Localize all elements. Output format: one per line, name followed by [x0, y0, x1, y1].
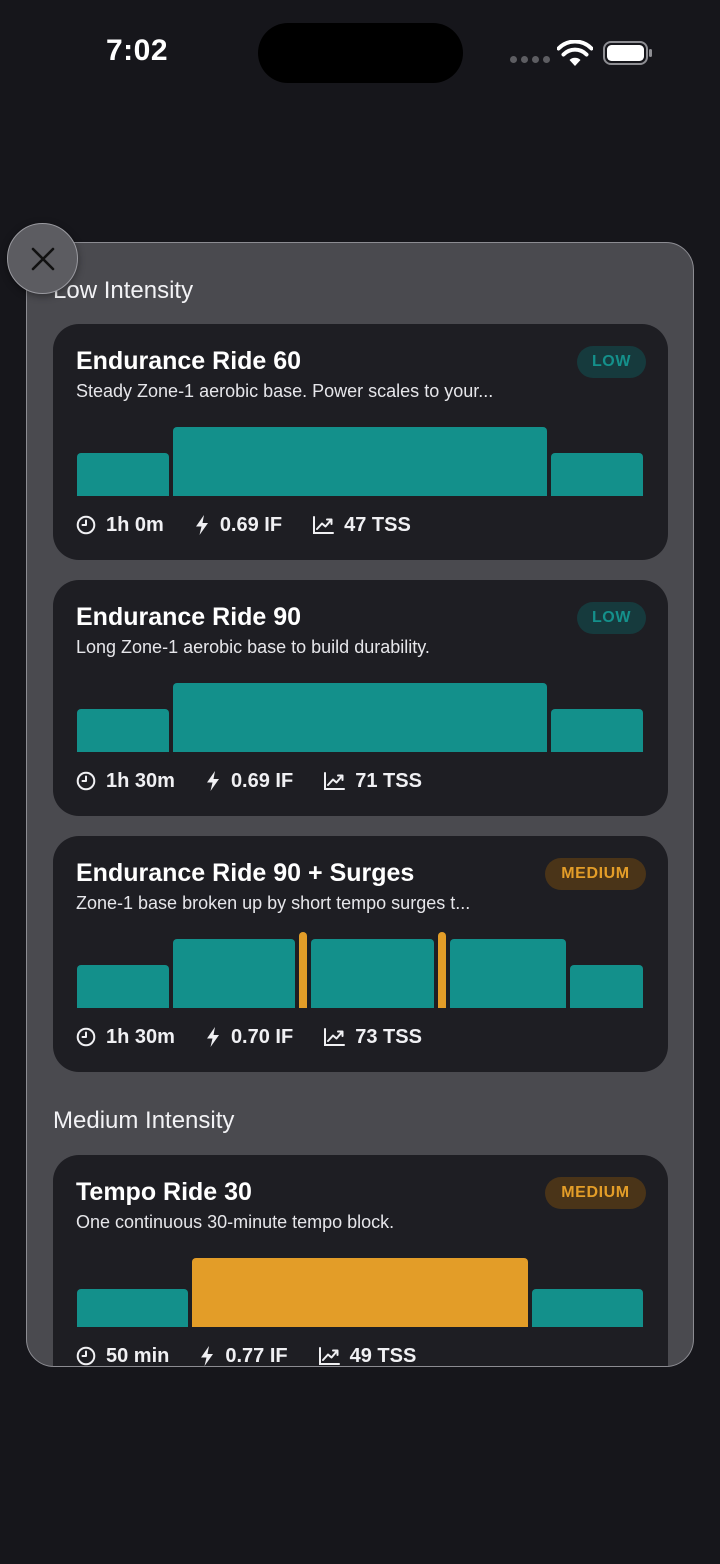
workout-card-endurance-60[interactable]: Endurance Ride 60 Steady Zone-1 aerobic b…	[53, 324, 668, 560]
if-value: 0.70 IF	[230, 1025, 294, 1048]
workout-title: Endurance Ride 90	[76, 603, 302, 631]
stat-tss: 73 TSS	[323, 1026, 422, 1049]
stat-tss: 47 TSS	[312, 514, 411, 537]
workout-title: Endurance Ride 60	[76, 347, 302, 375]
stat-duration: 1h 30m	[76, 1026, 175, 1049]
clock-icon	[76, 1346, 96, 1366]
clock-icon	[76, 1027, 96, 1047]
profile-segment-low	[570, 965, 643, 1008]
stat-tss: 49 TSS	[318, 1344, 417, 1367]
profile-segment-low	[551, 453, 643, 496]
workout-card-endurance-90[interactable]: Endurance Ride 90 Long Zone-1 aerobic bas…	[53, 580, 668, 816]
stat-duration: 1h 30m	[76, 770, 175, 793]
trend-chart-icon	[313, 516, 335, 534]
intensity-badge: MEDIUM	[545, 1177, 646, 1209]
power-profile-chart	[77, 932, 643, 1008]
workout-title: Endurance Ride 90 + Surges	[76, 859, 415, 887]
profile-segment-tempo	[437, 932, 446, 1008]
trend-chart-icon	[318, 1347, 340, 1365]
workout-description: Steady Zone-1 aerobic base. Power scales…	[76, 381, 494, 401]
profile-segment-low	[77, 965, 169, 1008]
if-value: 0.69 IF	[219, 513, 283, 536]
tss-value: 49 TSS	[349, 1344, 417, 1367]
duration-value: 1h 30m	[106, 769, 175, 792]
stat-tss: 71 TSS	[323, 770, 422, 793]
battery-icon	[603, 41, 652, 65]
trend-chart-icon	[324, 772, 346, 790]
trend-chart-icon	[324, 1028, 346, 1046]
profile-segment-tempo	[191, 1257, 529, 1327]
intensity-badge: MEDIUM	[545, 858, 646, 890]
profile-segment-low	[172, 938, 296, 1008]
section-title-medium-intensity: Medium Intensity	[53, 1107, 235, 1134]
duration-value: 1h 30m	[106, 1025, 175, 1048]
profile-segment-low	[551, 709, 643, 752]
intensity-badge: LOW	[577, 346, 646, 378]
stat-intensity-factor: 0.70 IF	[205, 1026, 293, 1049]
profile-segment-low	[77, 709, 169, 752]
tss-value: 71 TSS	[355, 769, 422, 792]
section-title-low-intensity: Low Intensity	[53, 277, 194, 304]
duration-value: 1h 0m	[106, 513, 164, 536]
profile-segment-low	[532, 1289, 643, 1327]
workout-stats-row: 50 min 0.77 IF 49 TSS	[76, 1344, 446, 1367]
bolt-icon	[206, 771, 219, 791]
bolt-icon	[195, 515, 208, 535]
close-button[interactable]	[7, 223, 78, 294]
workout-stats-row: 1h 30m 0.69 IF 71 TSS	[76, 769, 452, 793]
if-value: 0.69 IF	[230, 769, 294, 792]
status-bar: 7:02	[0, 0, 720, 110]
intensity-badge: LOW	[577, 602, 646, 634]
stat-intensity-factor: 0.77 IF	[199, 1344, 288, 1367]
bolt-icon	[206, 1027, 219, 1047]
dynamic-island	[258, 23, 463, 83]
profile-segment-low	[449, 938, 567, 1008]
status-time: 7:02	[106, 34, 169, 67]
duration-value: 50 min	[106, 1344, 170, 1367]
workout-description: Zone-1 base broken up by short tempo sur…	[76, 893, 471, 913]
workout-description: One continuous 30-minute tempo block.	[76, 1212, 395, 1232]
power-profile-chart	[77, 676, 643, 752]
workout-description: Long Zone-1 aerobic base to build durabi…	[76, 637, 430, 657]
stat-intensity-factor: 0.69 IF	[194, 514, 282, 537]
profile-segment-low	[77, 1289, 188, 1327]
profile-segment-tempo	[299, 932, 308, 1008]
workout-card-tempo-30[interactable]: Tempo Ride 30 One continuous 30-minute te…	[53, 1155, 668, 1367]
workout-title: Tempo Ride 30	[76, 1178, 252, 1206]
workout-card-endurance-90-surges[interactable]: Endurance Ride 90 + Surges Zone-1 base br…	[53, 836, 668, 1072]
close-icon	[31, 247, 54, 270]
cellular-signal-icon	[510, 56, 550, 63]
stat-duration: 50 min	[76, 1344, 170, 1367]
profile-segment-low	[77, 453, 169, 496]
workout-stats-row: 1h 30m 0.70 IF 73 TSS	[76, 1025, 452, 1049]
if-value: 0.77 IF	[225, 1344, 288, 1367]
clock-icon	[76, 771, 96, 791]
clock-icon	[76, 515, 96, 535]
power-profile-chart	[77, 420, 643, 496]
workout-stats-row: 1h 0m 0.69 IF 47 TSS	[76, 513, 441, 537]
stat-intensity-factor: 0.69 IF	[205, 770, 293, 793]
profile-segment-low	[172, 682, 548, 752]
profile-segment-low	[311, 938, 434, 1008]
profile-segment-low	[172, 426, 548, 496]
wifi-icon	[557, 40, 593, 66]
power-profile-chart	[77, 1251, 643, 1327]
bolt-icon	[201, 1346, 214, 1366]
tss-value: 73 TSS	[355, 1025, 422, 1048]
stat-duration: 1h 0m	[76, 514, 164, 537]
workout-library-sheet[interactable]: Low Intensity Endurance Ride 60 Steady Zo…	[26, 242, 694, 1367]
tss-value: 47 TSS	[344, 513, 411, 536]
